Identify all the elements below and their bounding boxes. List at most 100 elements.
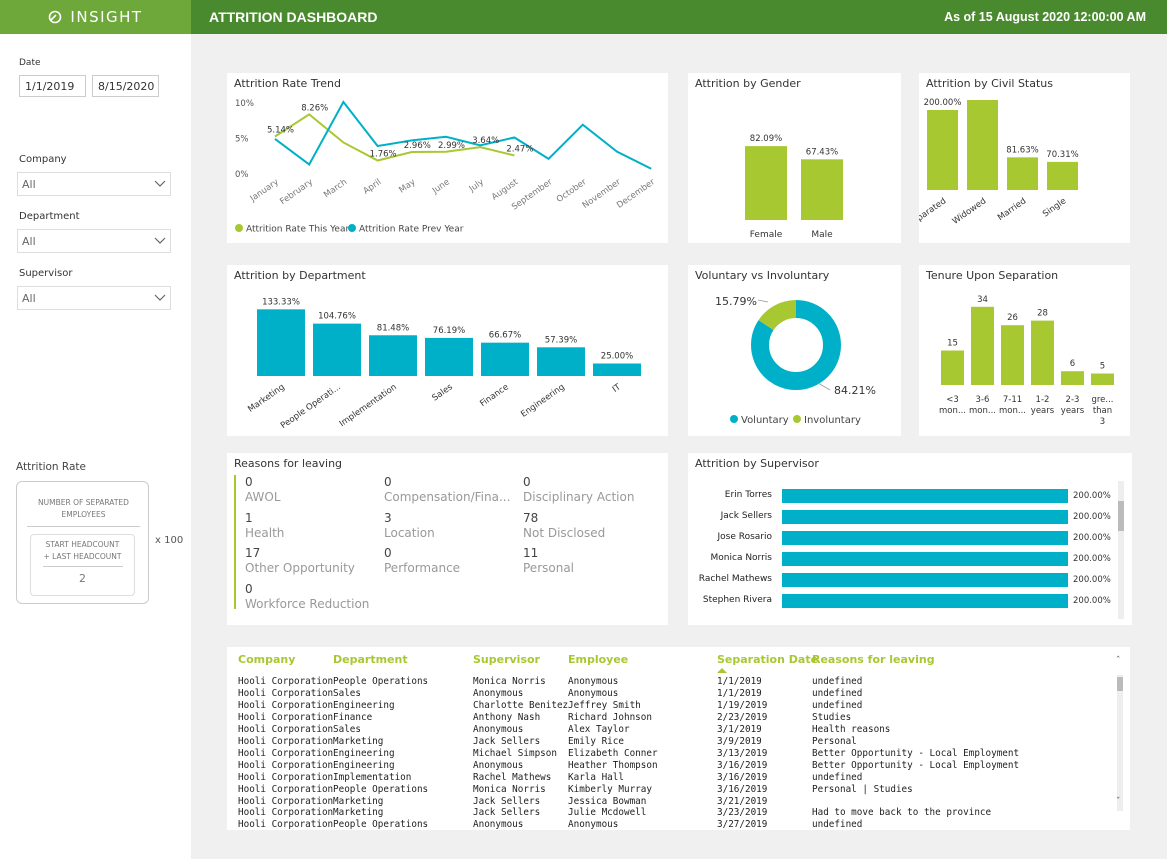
table-cell: People Operations [333,783,429,795]
company-label: Company [19,154,67,165]
reason-label: Personal [523,561,575,575]
supervisor-scroll-thumb[interactable] [1118,501,1124,531]
table-scroll-thumb[interactable] [1117,677,1123,691]
table-cell: undefined [812,819,863,830]
bar [257,309,305,376]
reason-count: 17 [245,546,261,560]
table-cell: Michael Simpson [473,747,557,759]
data-label: 28 [1037,309,1048,319]
table-cell: 2/23/2019 [717,711,768,723]
bar [801,159,843,220]
table-cell: Engineering [333,699,395,711]
supervisor-scrollbar[interactable] [1118,481,1124,619]
category-label: 7-11 [1003,395,1022,405]
x-tick-label: December [615,177,657,211]
data-label: 104.76% [318,312,356,322]
page-title: ATTRITION DASHBOARD [209,9,378,25]
table-cell: Charlotte Benitez [473,699,569,711]
chevron-down-icon [154,237,166,244]
col-header-reasons[interactable]: Reasons for leaving [812,653,935,666]
bar [782,489,1068,503]
col-header-separation-date[interactable]: Separation Date [717,653,819,666]
formula-divisor: 2 [79,572,86,585]
x-tick-label: January [248,177,281,204]
department-dropdown[interactable]: All [17,229,171,253]
reason-item: 17 Other Opportunity [245,546,380,576]
card-title: Reasons for leaving [234,457,343,470]
data-label: 15.79% [715,295,757,308]
bar [1091,373,1114,385]
date-start-input[interactable]: 1/1/2019 [19,75,86,97]
category-label: Male [811,230,833,240]
data-label: 200.00% [1073,554,1111,564]
table-cell: Finance [333,711,373,723]
as-of-timestamp: As of 15 August 2020 12:00:00 AM [944,10,1146,24]
table-column: 1/1/2019 1/1/2019 1/19/2019 2/23/2019 3/1/20… [717,676,767,830]
data-label: 5.14% [267,126,294,136]
date-end-input[interactable]: 8/15/2020 [92,75,159,97]
bar [1007,157,1038,190]
reason-label: Location [384,525,435,540]
filter-sidebar: Date 1/1/2019 8/15/2020 Company All Depa… [0,34,191,859]
x-tick-label: May [397,177,417,195]
category-label: 3 [1100,417,1105,427]
scroll-down-icon[interactable]: ˇ [1116,797,1121,807]
chevron-down-icon [154,180,166,187]
bar [782,510,1068,524]
category-label: Finance [478,382,510,409]
category-label: Separated [919,196,948,229]
reason-count: 3 [384,510,392,525]
table-cell: Hooli Corporation [238,747,334,759]
chevron-down-icon [154,294,166,301]
reason-label: Workforce Reduction [245,596,370,611]
col-header-department[interactable]: Department [333,653,408,666]
table-cell: Hooli Corporation [238,699,334,711]
chart-title: Attrition by Department [234,269,366,282]
bar [313,323,361,376]
supervisor-row: Jose Rosario 200.00% [688,531,1111,545]
col-header-employee[interactable]: Employee [568,653,629,666]
x-tick-label: April [362,177,384,196]
bar [782,594,1068,608]
reason-label: Disciplinary Action [523,490,635,504]
chart-title: Attrition Rate Trend [234,77,341,90]
label-leader [757,299,769,303]
table-cell: Monica Norris [473,676,546,687]
table-cell: 3/9/2019 [717,735,762,747]
reason-item: 0 AWOL [245,475,380,505]
legend-marker [730,415,738,423]
sort-ascending-icon[interactable] [717,667,727,673]
table-cell: Marketing [333,795,384,807]
col-header-company[interactable]: Company [238,653,296,666]
data-label: 6 [1070,359,1075,369]
reason-count: 0 [384,546,392,560]
supervisor-dropdown[interactable]: All [17,286,171,310]
reason-item: 78 Not Disclosed [523,511,658,541]
reason-label: Compensation/Fina... [384,490,511,504]
table-cell: Jack Sellers [473,735,541,747]
supervisor-name: Erin Torres [724,490,772,500]
table-cell: Anthony Nash [473,711,541,723]
table-scrollbar[interactable] [1117,675,1123,811]
data-label: 8.26% [301,103,328,113]
company-dropdown[interactable]: All [17,172,171,196]
table-column: Hooli Corporation Hooli Corporation Hooli … [238,676,333,830]
reason-item: 0 Compensation/Fina... [384,475,519,505]
reason-item: 0 Performance [384,546,519,576]
scroll-up-icon[interactable]: ˆ [1116,656,1121,666]
table-cell: 3/13/2019 [717,747,768,759]
col-header-supervisor[interactable]: Supervisor [473,653,540,666]
formula-denominator: START HEADCOUNT + LAST HEADCOUNT [43,540,122,561]
supervisor-row: Rachel Mathews 200.00% [688,573,1111,587]
table-cell: Jack Sellers [473,807,541,819]
table-cell: Personal [812,735,857,747]
table-cell: Hooli Corporation [238,687,334,699]
chart-title: Voluntary vs Involuntary [695,269,830,282]
civil-status-chart: 200.00% Separated Widowed 81.63% Married 70.3… [919,98,1079,230]
table-cell: Engineering [333,747,395,759]
donut-slice-involuntary [751,300,841,390]
table-cell: Hooli Corporation [238,759,334,771]
table-cell: 1/19/2019 [717,699,768,711]
table-cell: 1/1/2019 [717,676,762,687]
table-cell: 3/16/2019 [717,759,768,771]
